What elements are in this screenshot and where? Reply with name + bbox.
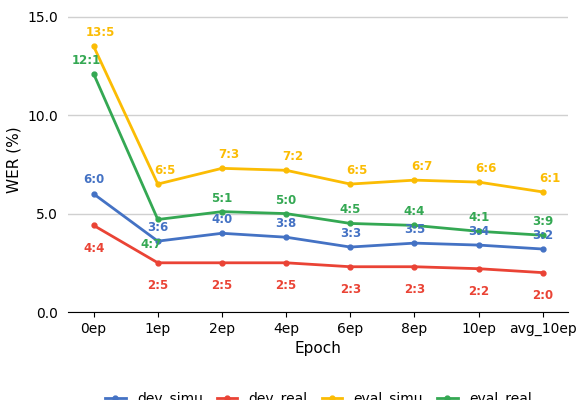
Text: 6:1: 6:1 <box>539 172 560 185</box>
dev_simu <box>539 247 546 252</box>
Text: 2:5: 2:5 <box>275 280 297 292</box>
Text: 4:4: 4:4 <box>83 242 104 255</box>
Line: eval_simu: eval_simu <box>91 44 545 194</box>
eval_simu <box>90 44 97 49</box>
dev_real <box>411 264 418 269</box>
Text: 6:6: 6:6 <box>475 162 496 175</box>
eval_simu <box>411 178 418 182</box>
dev_real <box>219 260 226 265</box>
Text: 4:1: 4:1 <box>468 211 489 224</box>
Text: 4:0: 4:0 <box>212 213 233 226</box>
eval_real <box>154 217 161 222</box>
Text: 4:7: 4:7 <box>140 238 162 250</box>
dev_real <box>90 223 97 228</box>
Line: dev_simu: dev_simu <box>91 192 545 252</box>
Legend: dev_simu, dev_real, eval_simu, eval_real: dev_simu, dev_real, eval_simu, eval_real <box>99 386 537 400</box>
eval_real <box>347 221 354 226</box>
Text: 3:3: 3:3 <box>340 227 361 240</box>
Text: 7:2: 7:2 <box>282 150 304 163</box>
Text: 6:0: 6:0 <box>83 172 104 186</box>
eval_simu <box>219 166 226 171</box>
dev_real <box>475 266 482 271</box>
Text: 12:1: 12:1 <box>72 54 101 67</box>
dev_simu <box>411 241 418 246</box>
Text: 2:3: 2:3 <box>404 284 425 296</box>
X-axis label: Epoch: Epoch <box>295 341 342 356</box>
Text: 2:0: 2:0 <box>532 289 553 302</box>
dev_simu <box>475 243 482 248</box>
eval_real <box>475 229 482 234</box>
Text: 2:3: 2:3 <box>340 284 361 296</box>
Text: 3:4: 3:4 <box>468 225 489 238</box>
eval_simu <box>347 182 354 186</box>
dev_simu <box>90 192 97 196</box>
Text: 13:5: 13:5 <box>86 26 115 39</box>
dev_real <box>347 264 354 269</box>
Text: 4:4: 4:4 <box>404 206 425 218</box>
Text: 4:5: 4:5 <box>340 204 361 216</box>
Text: 5:0: 5:0 <box>275 194 297 207</box>
Text: 3:9: 3:9 <box>532 215 553 228</box>
eval_simu <box>475 180 482 184</box>
Line: dev_real: dev_real <box>91 223 545 275</box>
dev_simu <box>154 239 161 244</box>
Text: 3:6: 3:6 <box>147 221 168 234</box>
Text: 7:3: 7:3 <box>219 148 240 161</box>
Y-axis label: WER (%): WER (%) <box>7 126 22 193</box>
Text: 6:5: 6:5 <box>346 164 368 177</box>
dev_real <box>154 260 161 265</box>
eval_real <box>539 233 546 238</box>
dev_real <box>539 270 546 275</box>
dev_simu <box>219 231 226 236</box>
Text: 5:1: 5:1 <box>212 192 233 205</box>
Text: 6:5: 6:5 <box>154 164 175 177</box>
eval_simu <box>539 190 546 194</box>
Text: 2:2: 2:2 <box>468 285 489 298</box>
dev_real <box>282 260 289 265</box>
eval_real <box>282 211 289 216</box>
dev_simu <box>282 235 289 240</box>
Text: 3:8: 3:8 <box>275 217 297 230</box>
eval_real <box>411 223 418 228</box>
eval_real <box>219 209 226 214</box>
dev_simu <box>347 245 354 250</box>
eval_simu <box>282 168 289 173</box>
Text: 6:7: 6:7 <box>411 160 432 173</box>
Text: 2:5: 2:5 <box>147 280 168 292</box>
Text: 3:2: 3:2 <box>532 229 553 242</box>
eval_simu <box>154 182 161 186</box>
Text: 2:5: 2:5 <box>212 280 233 292</box>
eval_real <box>90 72 97 76</box>
Line: eval_real: eval_real <box>91 72 545 238</box>
Text: 3:5: 3:5 <box>404 223 425 236</box>
